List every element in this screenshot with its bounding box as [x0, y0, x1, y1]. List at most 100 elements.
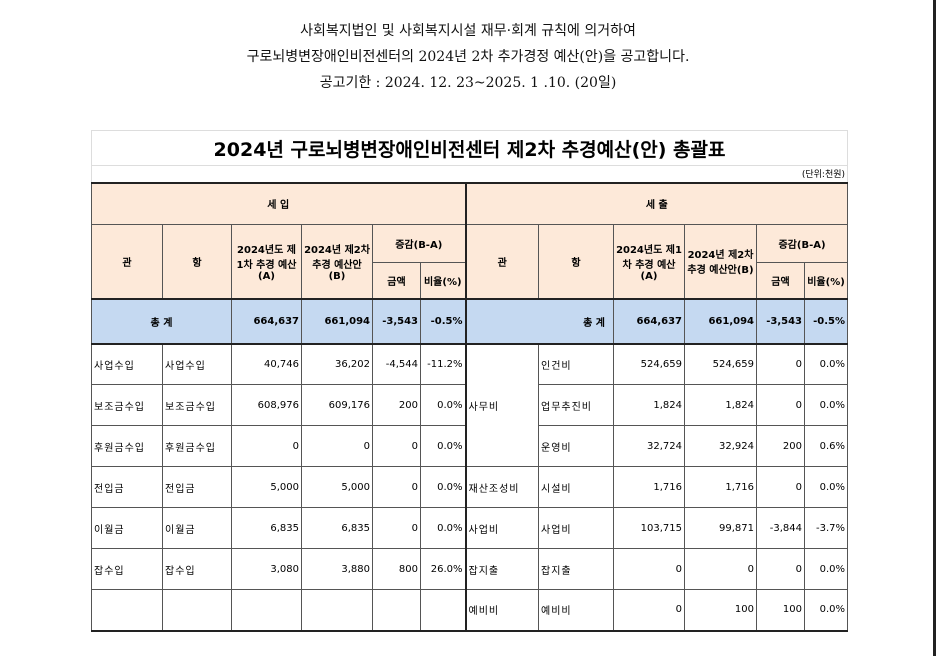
income-amt: 200: [372, 384, 421, 426]
col-diff: 증감(B-A): [755, 224, 849, 263]
table-row: 사업수입 사업수입 40,746 36,202 -4,544 -11.2% 사무비 인건비 52…: [91, 343, 849, 467]
expense-amt: 0: [756, 384, 805, 426]
col-b: 2024년 제2차 추경 예산안(B): [301, 224, 373, 299]
col-gwan: 관: [464, 224, 539, 299]
income-gwan: 이월금: [91, 507, 163, 549]
expense-amt: 0: [756, 466, 805, 508]
income-a: 0: [231, 425, 302, 467]
income-amt: 0: [372, 466, 421, 508]
col-b: 2024년 제2차 추경 예산안(B): [684, 224, 757, 299]
expense-a: 1,716: [613, 466, 685, 508]
expense-hang: 잡지출: [538, 548, 614, 590]
income-ratio: 26.0%: [420, 548, 466, 590]
expense-b: 524,659: [684, 343, 757, 385]
total-label: 총 계: [91, 297, 232, 345]
expense-b: 1,824: [684, 384, 757, 426]
income-gwan: 잡수입: [91, 548, 163, 590]
income-amt: -4,544: [372, 343, 421, 385]
expense-ratio: 0.0%: [803, 343, 849, 385]
notice-line-1: 사회복지법인 및 사회복지시설 재무·회계 규칙에 의거하여: [300, 23, 636, 39]
col-hang: 항: [162, 224, 232, 299]
income-b: 609,176: [301, 384, 373, 426]
expense-gwan: 사무비: [464, 343, 539, 467]
expense-hang: 인건비: [538, 343, 614, 385]
total-cell: 664,637: [231, 297, 302, 345]
income-hang: 보조금수입: [162, 384, 232, 426]
income-a: 6,835: [231, 507, 302, 549]
expense-b: 32,924: [684, 425, 757, 467]
expense-ratio: 0.6%: [803, 425, 849, 467]
table-row: 보조금수입 보조금수입 608,976 609,176 200 0.0% 업무추진비 1,82…: [91, 384, 849, 426]
income-hang: 이월금: [162, 507, 232, 549]
expense-b: 0: [684, 548, 757, 590]
income-hang: 사업수입: [162, 343, 232, 385]
total-cell: -3,543: [756, 297, 805, 345]
col-ratio: 비율(%): [803, 262, 849, 299]
income-ratio: -11.2%: [420, 343, 466, 385]
col-hang: 항: [538, 224, 614, 299]
income-a: 40,746: [231, 343, 302, 385]
expense-a: 32,724: [613, 425, 685, 467]
total-cell: 661,094: [684, 297, 757, 345]
table-row: 예비비 예비비 0 100 100 0.0%: [91, 589, 849, 632]
expense-hang: 예비비: [538, 589, 614, 632]
col-ratio: 비율(%): [420, 262, 466, 299]
income-a: 608,976: [231, 384, 302, 426]
expense-ratio: 0.0%: [803, 466, 849, 508]
income-header: 세 입: [91, 182, 466, 225]
total-cell: 661,094: [301, 297, 373, 345]
expense-gwan: 사업비: [464, 507, 539, 549]
expense-b: 99,871: [684, 507, 757, 549]
expense-b: 100: [684, 589, 757, 632]
income-b: 0: [301, 425, 373, 467]
total-label: 총 계: [464, 297, 614, 345]
income-gwan: 사업수입: [91, 343, 163, 385]
table-row: 잡수입 잡수입 3,080 3,880 800 26.0% 잡지출 잡지출 0 0 0 0.0%: [91, 548, 849, 590]
unit-label: (단위:천원): [90, 165, 849, 184]
income-a: 5,000: [231, 466, 302, 508]
table-title: 2024년 구로뇌병변장애인비전센터 제2차 추경예산(안) 총괄표: [90, 130, 849, 166]
total-cell: -0.5%: [803, 297, 849, 345]
income-ratio: 0.0%: [420, 507, 466, 549]
expense-gwan: 재산조성비: [464, 466, 539, 508]
income-a: 3,080: [231, 548, 302, 590]
notice-line-2: 구로뇌병변장애인비전센터의 2024년 2차 추가경정 예산(안)을 공고합니다…: [246, 49, 690, 65]
col-gwan: 관: [91, 224, 163, 299]
expense-a: 103,715: [613, 507, 685, 549]
income-amt: 0: [372, 425, 421, 467]
total-cell: -0.5%: [420, 297, 466, 345]
expense-ratio: 0.0%: [803, 384, 849, 426]
expense-ratio: 0.0%: [803, 548, 849, 590]
expense-ratio: -3.7%: [803, 507, 849, 549]
income-hang: 전입금: [162, 466, 232, 508]
income-amt: 0: [372, 507, 421, 549]
col-amount: 금액: [372, 262, 421, 299]
col-diff: 증감(B-A): [372, 224, 466, 263]
total-cell: -3,543: [372, 297, 421, 345]
total-cell: 664,637: [613, 297, 685, 345]
income-ratio: 0.0%: [420, 384, 466, 426]
col-a: 2024년도 제1차 추경 예산(A): [613, 224, 685, 299]
window-border: [933, 0, 936, 656]
income-hang: 잡수입: [162, 548, 232, 590]
expense-hang: 운영비: [538, 425, 614, 467]
expense-a: 524,659: [613, 343, 685, 385]
expense-b: 1,716: [684, 466, 757, 508]
income-hang: 후원금수입: [162, 425, 232, 467]
income-ratio: 0.0%: [420, 425, 466, 467]
budget-summary-table: 2024년 구로뇌병변장애인비전센터 제2차 추경예산(안) 총괄표 (단위:천…: [90, 130, 849, 632]
expense-gwan: 예비비: [464, 589, 539, 632]
income-gwan: 전입금: [91, 466, 163, 508]
income-ratio: 0.0%: [420, 466, 466, 508]
expense-a: 0: [613, 589, 685, 632]
income-b: 5,000: [301, 466, 373, 508]
expense-a: 1,824: [613, 384, 685, 426]
expense-gwan: 잡지출: [464, 548, 539, 590]
income-b: 36,202: [301, 343, 373, 385]
table-row: 후원금수입 후원금수입 0 0 0 0.0% 운영비 32,724 32,924 200 0.6%: [91, 425, 849, 467]
col-amount: 금액: [756, 262, 805, 299]
expense-amt: 200: [756, 425, 805, 467]
income-gwan: 보조금수입: [91, 384, 163, 426]
income-gwan: 후원금수입: [91, 425, 163, 467]
table-row: 전입금 전입금 5,000 5,000 0 0.0% 재산조성비 시설비 1,716 1,716 0…: [91, 466, 849, 508]
